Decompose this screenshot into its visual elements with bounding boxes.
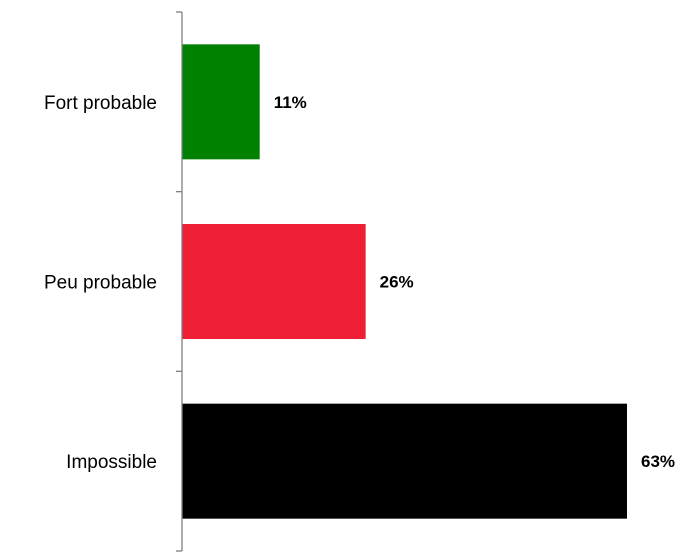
- bar-peu-probable: [182, 224, 366, 339]
- category-axis: [176, 11, 183, 552]
- labels-layer: Fort probable 11% Peu probable 26% Impossibl…: [44, 93, 675, 473]
- value-label-impossible: 63%: [641, 452, 675, 471]
- bar-fort-probable: [182, 44, 260, 160]
- category-label-impossible: Impossible: [66, 452, 157, 473]
- category-label-peu-probable: Peu probable: [44, 273, 157, 294]
- bar-impossible: [182, 403, 627, 519]
- value-label-peu-probable: 26%: [380, 273, 414, 292]
- bars-layer: [182, 44, 627, 519]
- category-label-fort-probable: Fort probable: [44, 93, 157, 114]
- value-label-fort-probable: 11%: [274, 93, 307, 112]
